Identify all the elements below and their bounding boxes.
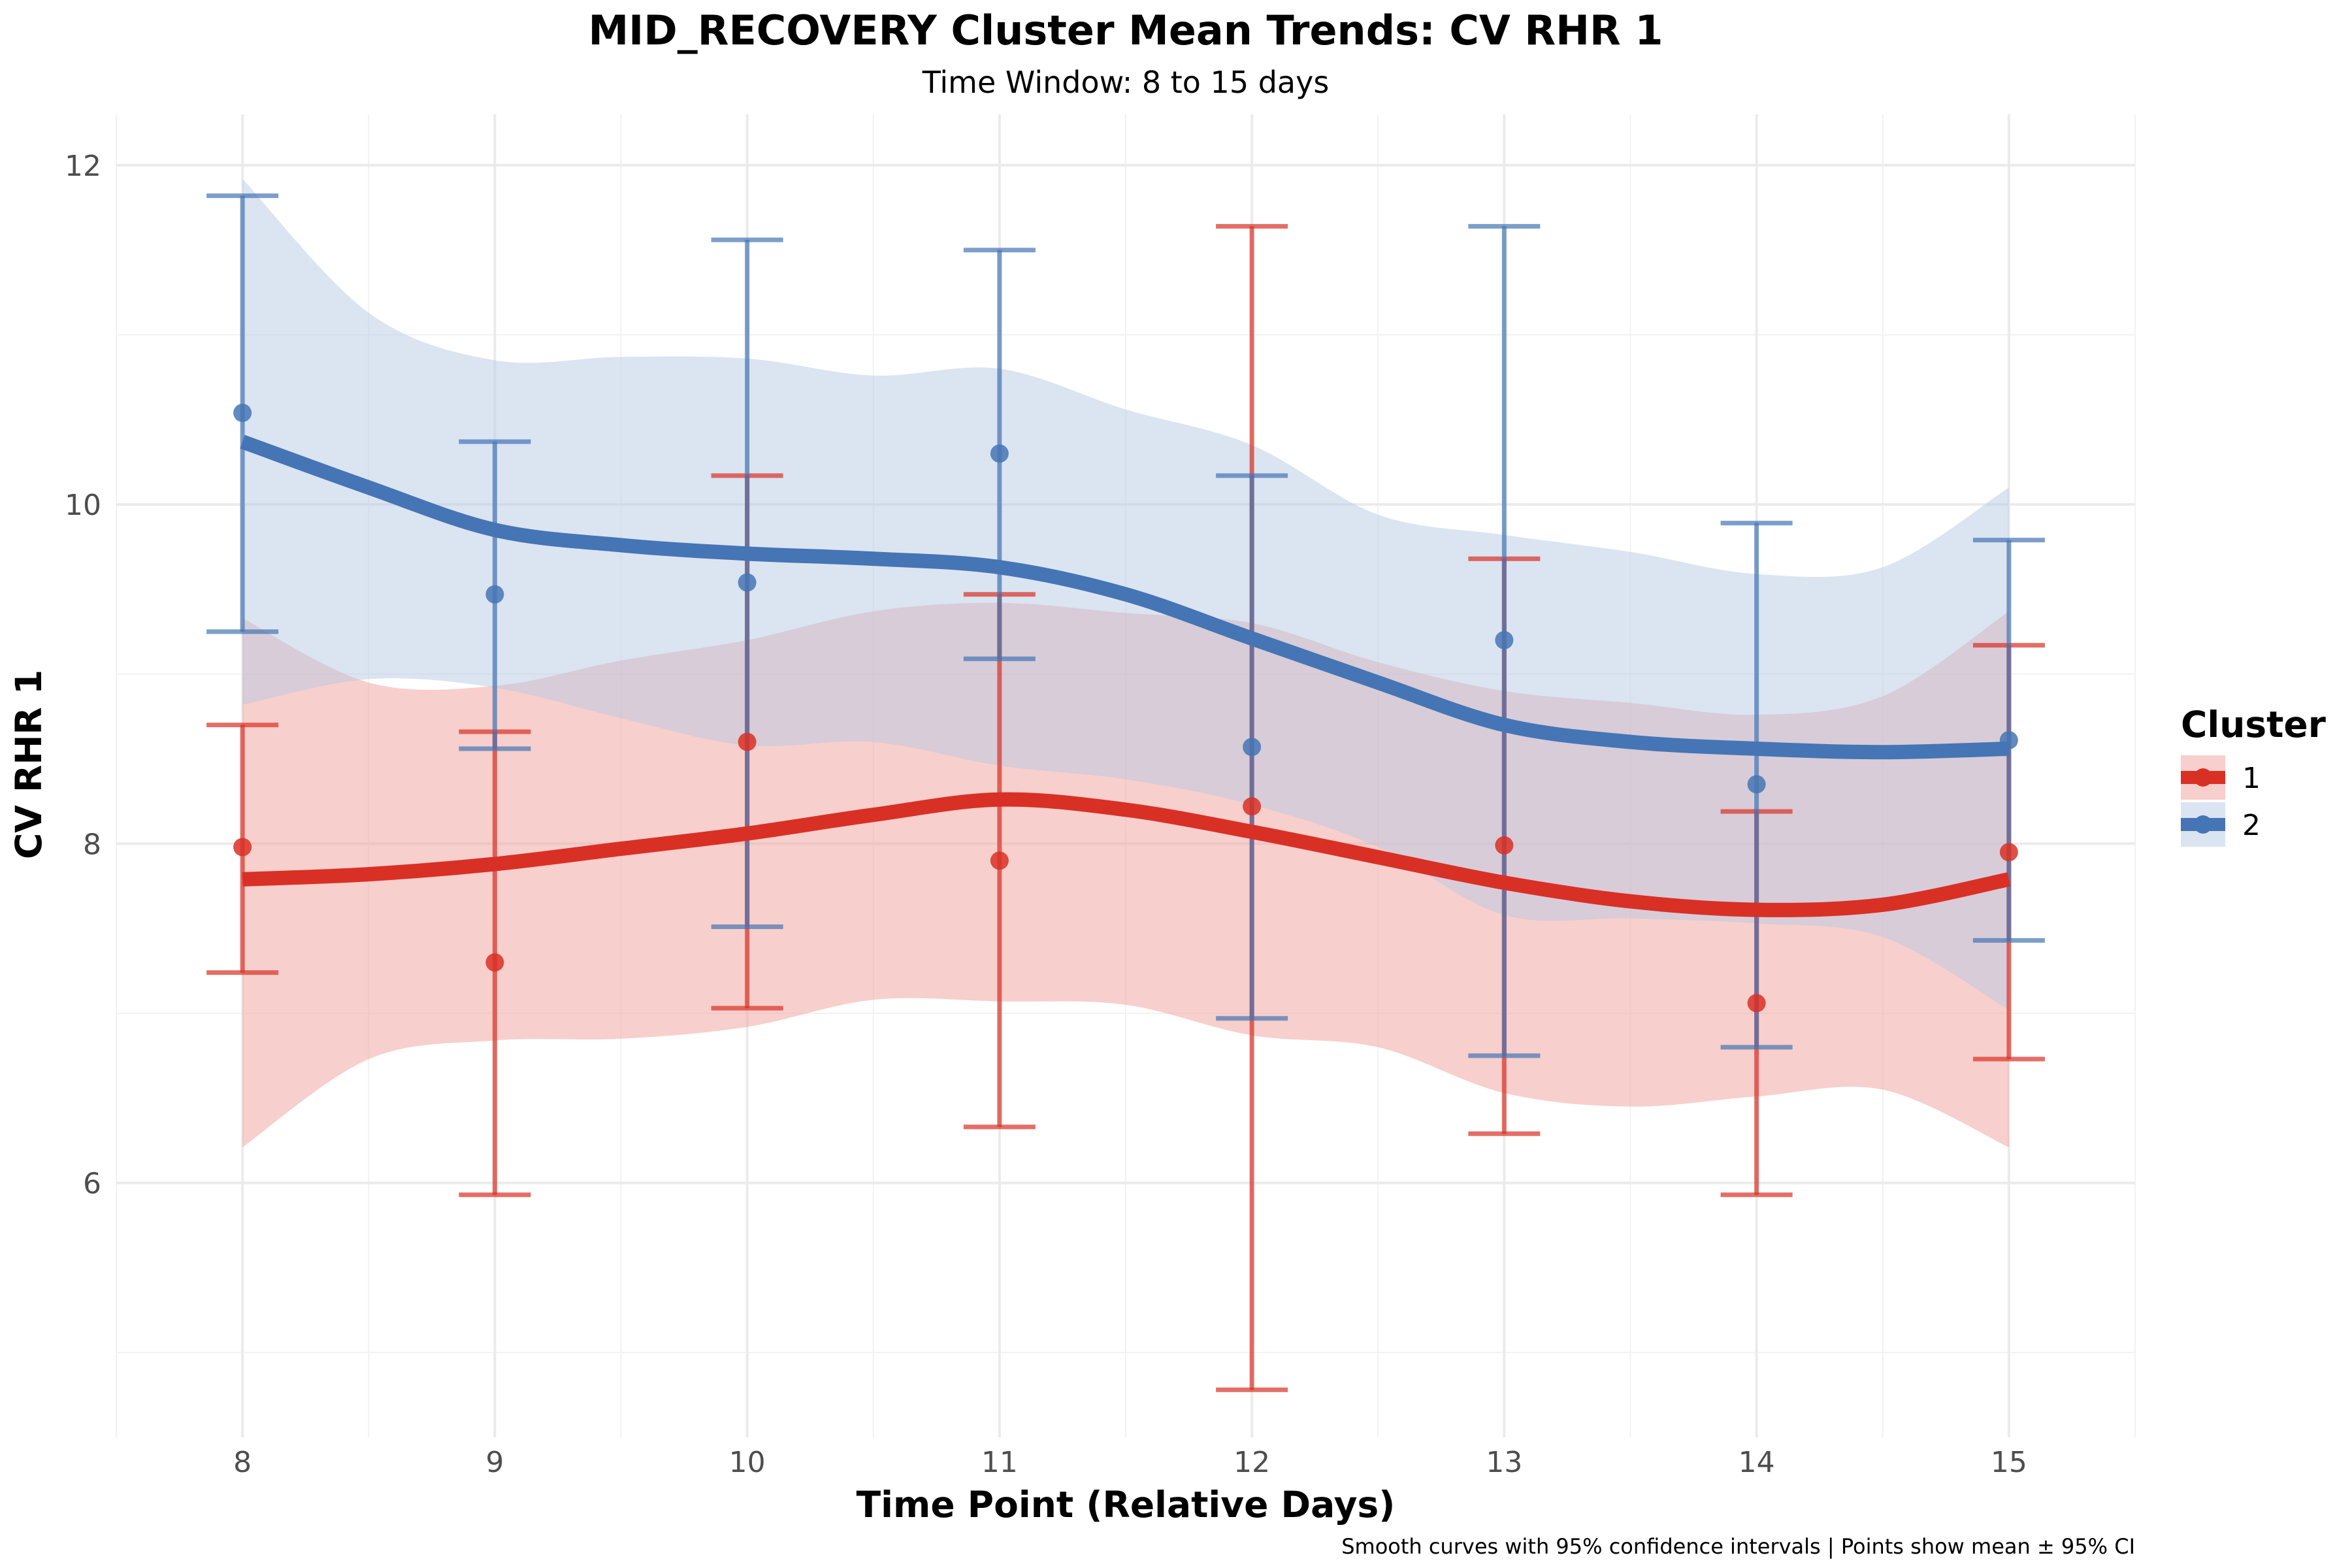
mean-point-series-1 — [1999, 843, 2018, 862]
smooth-line-series-1 — [242, 792, 2011, 917]
mean-point-series-1 — [738, 732, 757, 751]
x-tick-label: 12 — [1233, 1446, 1270, 1479]
x-tick-label: 10 — [729, 1446, 766, 1479]
y-axis-ticks: 6 8 10 12 — [65, 150, 101, 1201]
legend-key-point — [2194, 815, 2212, 834]
mean-point-series-2 — [1495, 630, 1514, 649]
mean-point-series-1 — [233, 838, 252, 857]
smooth-line-series-2 — [240, 434, 2010, 760]
legend-label: 2 — [2242, 809, 2261, 842]
legend-title: Cluster — [2181, 704, 2326, 745]
mean-point-series-1 — [990, 851, 1009, 870]
y-axis-title: CV RHR 1 — [8, 670, 50, 859]
x-tick-label: 11 — [981, 1446, 1018, 1479]
chart-subtitle: Time Window: 8 to 15 days — [922, 65, 1330, 100]
y-tick-label: 8 — [83, 828, 101, 861]
mean-point-series-2 — [485, 585, 504, 604]
legend-key-point — [2194, 768, 2212, 787]
x-tick-label: 8 — [233, 1446, 252, 1479]
mean-point-series-1 — [1243, 797, 1262, 816]
y-tick-label: 12 — [65, 150, 101, 183]
x-tick-label: 15 — [1991, 1446, 2027, 1479]
x-tick-label: 14 — [1739, 1446, 1775, 1479]
mean-point-series-2 — [990, 444, 1009, 463]
mean-point-series-1 — [1747, 994, 1766, 1013]
mean-point-series-2 — [738, 573, 757, 592]
x-axis-title: Time Point (Relative Days) — [857, 1484, 1396, 1526]
legend-item-1: 1 — [2181, 755, 2261, 800]
y-tick-label: 10 — [65, 489, 101, 522]
chart-caption: Smooth curves with 95% confidence interv… — [1341, 1534, 2135, 1559]
mean-point-series-1 — [1495, 836, 1514, 855]
legend-label: 1 — [2242, 762, 2261, 795]
mean-point-series-2 — [1999, 730, 2018, 749]
mean-point-series-2 — [1747, 775, 1766, 794]
mean-point-series-2 — [233, 403, 252, 422]
mean-point-series-2 — [1243, 738, 1262, 757]
smooth-lines — [240, 434, 2011, 917]
y-tick-label: 6 — [83, 1168, 101, 1201]
x-axis-ticks: 8 9 10 11 12 13 14 15 — [233, 1446, 2027, 1479]
x-tick-label: 9 — [485, 1446, 504, 1479]
mean-points — [233, 403, 2018, 1013]
chart-title: MID_RECOVERY Cluster Mean Trends: CV RHR… — [588, 7, 1663, 54]
legend-item-2: 2 — [2181, 802, 2261, 847]
x-tick-label: 13 — [1486, 1446, 1522, 1479]
legend: Cluster 1 2 — [2181, 704, 2326, 847]
mean-point-series-1 — [485, 953, 504, 972]
